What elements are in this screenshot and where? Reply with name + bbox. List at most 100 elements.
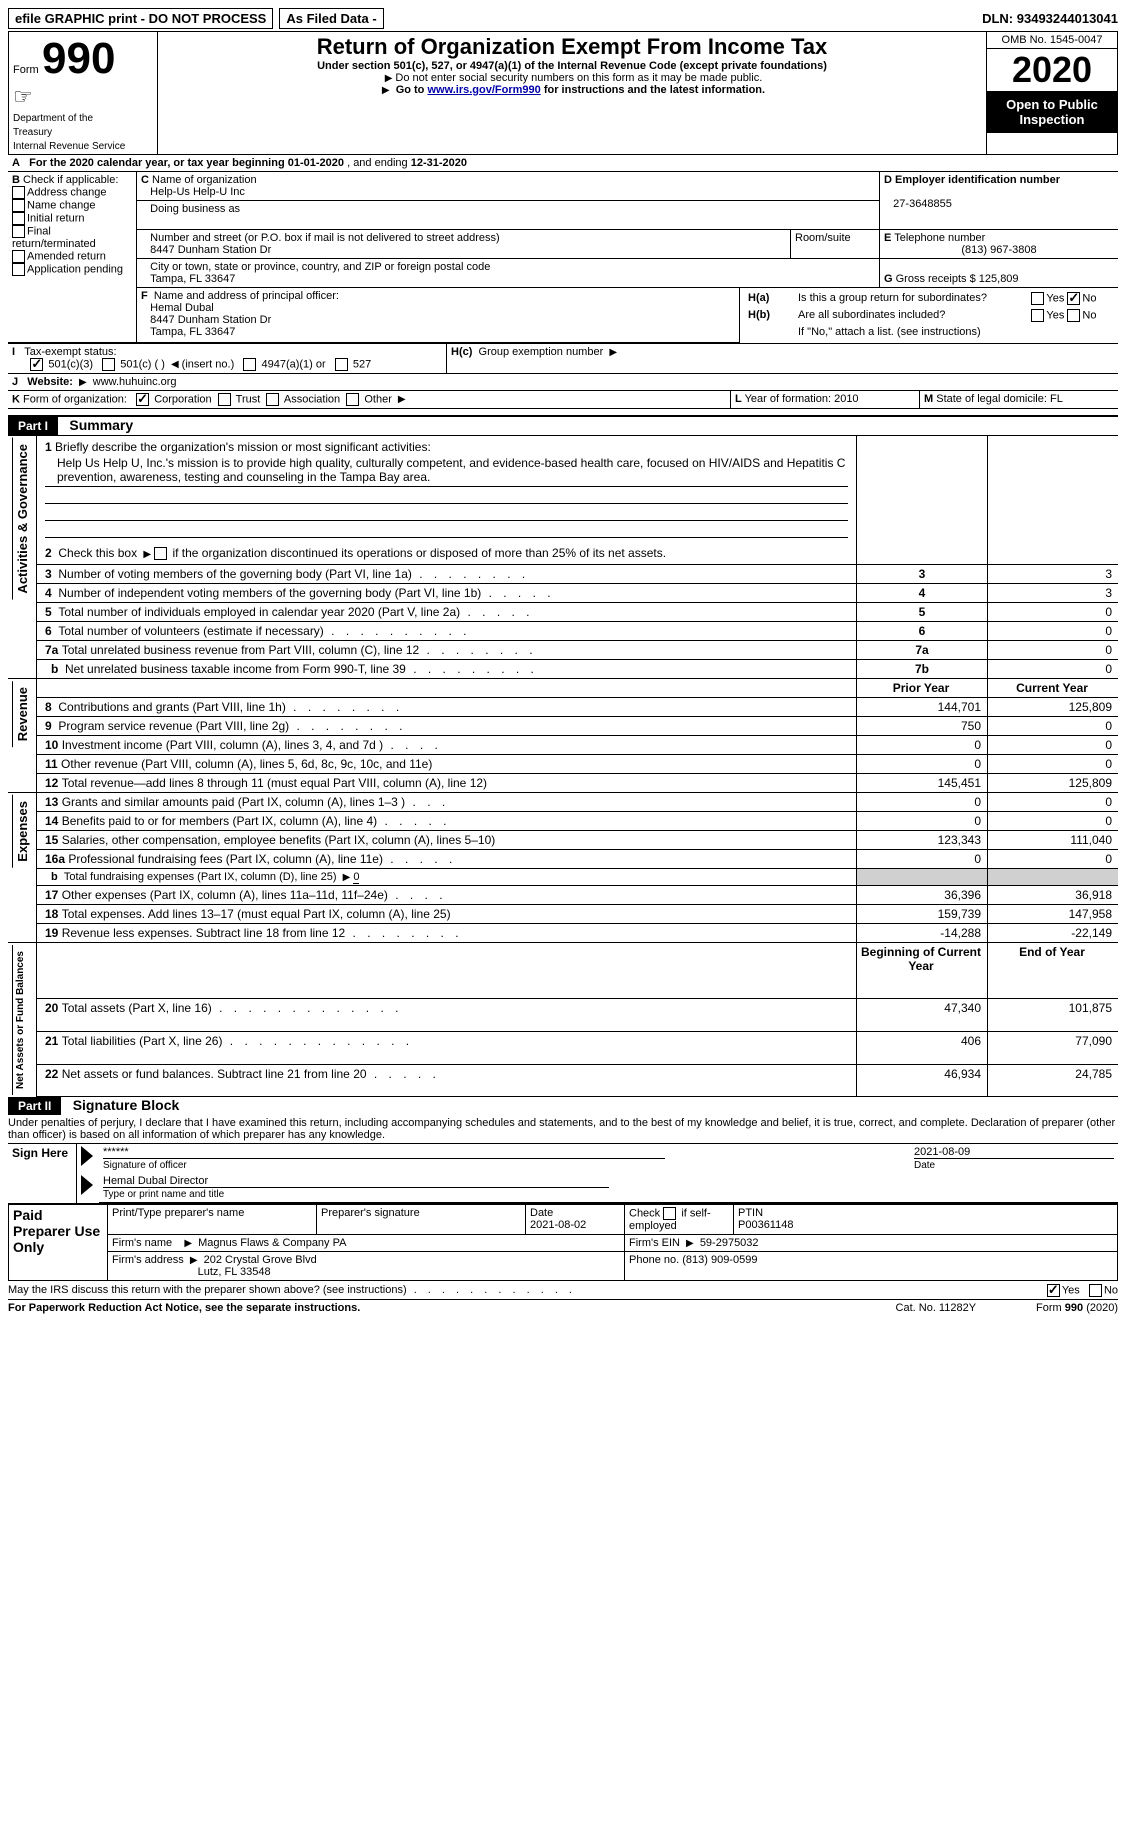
- discuss-no[interactable]: [1089, 1284, 1102, 1297]
- part2-header: Part II Signature Block: [8, 1097, 1118, 1115]
- part1-title: Summary: [61, 417, 133, 433]
- date-label: Date: [914, 1160, 935, 1171]
- open-public: Open to Public Inspection: [987, 91, 1117, 133]
- prep-sig-label: Preparer's signature: [321, 1207, 420, 1219]
- preparer-label: Paid Preparer Use Only: [13, 1207, 100, 1255]
- check-initial-return[interactable]: [12, 212, 25, 225]
- k-l-m-table: K Form of organization: Corporation Trus…: [8, 391, 1118, 409]
- gov-vlabel: Activities & Governance: [12, 438, 32, 600]
- cat-no: Cat. No. 11282Y: [896, 1302, 977, 1314]
- i-527[interactable]: [335, 358, 348, 371]
- form990-link[interactable]: www.irs.gov/Form990: [427, 84, 540, 96]
- website-value: www.huhuinc.org: [93, 376, 177, 388]
- line1-text: Help Us Help U, Inc.'s mission is to pro…: [57, 456, 845, 484]
- k-corp[interactable]: [136, 393, 149, 406]
- ha-no[interactable]: [1067, 292, 1080, 305]
- begin-year-header: Beginning of Current Year: [857, 942, 988, 999]
- prep-name-label: Print/Type preparer's name: [112, 1207, 244, 1219]
- firm-phone: (813) 909-0599: [682, 1254, 757, 1266]
- a-end: 12-31-2020: [411, 157, 467, 169]
- part2-label: Part II: [8, 1097, 61, 1115]
- sig-arrow-icon: [81, 1146, 93, 1166]
- efile-label: efile GRAPHIC print - DO NOT PROCESS: [8, 8, 273, 29]
- firm-addr1: 202 Crystal Grove Blvd: [204, 1254, 317, 1266]
- ein-value: 27-3648855: [893, 198, 952, 210]
- dln: DLN: 93493244013041: [982, 11, 1118, 26]
- i-501c3[interactable]: [30, 358, 43, 371]
- i-501c[interactable]: [102, 358, 115, 371]
- preparer-table: Paid Preparer Use Only Print/Type prepar…: [8, 1203, 1118, 1281]
- row-a: A For the 2020 calendar year, or tax yea…: [8, 155, 1118, 172]
- line1-label: Briefly describe the organization's miss…: [55, 440, 431, 454]
- signature-table: Sign Here ****** Signature of officer 20…: [8, 1144, 1118, 1203]
- self-employed-check[interactable]: [663, 1207, 676, 1220]
- j-label: Website:: [27, 376, 73, 388]
- part2-title: Signature Block: [65, 1097, 180, 1113]
- dept-line2: Treasury: [13, 127, 52, 138]
- k-label: Form of organization:: [23, 393, 127, 405]
- i-4947[interactable]: [243, 358, 256, 371]
- sig-officer-label: Signature of officer: [103, 1160, 187, 1171]
- omb-number: OMB No. 1545-0047: [987, 32, 1117, 49]
- line2b: if the organization discontinued its ope…: [172, 546, 666, 560]
- sig-stars: ******: [103, 1146, 129, 1158]
- check-application-pending[interactable]: [12, 263, 25, 276]
- check-address-change[interactable]: [12, 186, 25, 199]
- line2a: Check this box: [58, 546, 137, 560]
- street-value: 8447 Dunham Station Dr: [150, 244, 271, 256]
- f-city: Tampa, FL 33647: [150, 326, 235, 338]
- c-name-label: Name of organization: [152, 174, 257, 186]
- city-value: Tampa, FL 33647: [150, 273, 235, 285]
- i-j-table: I Tax-exempt status: 501(c)(3) 501(c) ( …: [8, 343, 1118, 391]
- dept-line3: Internal Revenue Service: [13, 141, 125, 152]
- dept-line1: Department of the: [13, 113, 93, 124]
- note2-prefix: Go to: [396, 84, 425, 96]
- hc-label: Group exemption number: [479, 346, 604, 358]
- f-h-table: F Name and address of principal officer:…: [8, 288, 1118, 343]
- check-name-change[interactable]: [12, 199, 25, 212]
- current-year-header: Current Year: [988, 678, 1119, 697]
- prior-year-header: Prior Year: [857, 678, 988, 697]
- hb-yes[interactable]: [1031, 309, 1044, 322]
- line2-check[interactable]: [154, 547, 167, 560]
- g-label: Gross receipts $: [896, 273, 976, 285]
- sign-here-label: Sign Here: [8, 1144, 77, 1203]
- footer-row: For Paperwork Reduction Act Notice, see …: [8, 1300, 1118, 1314]
- dba-label: Doing business as: [150, 203, 240, 215]
- check-final-return[interactable]: [12, 225, 25, 238]
- a-begin: 01-01-2020: [288, 157, 344, 169]
- f-label: Name and address of principal officer:: [154, 290, 339, 302]
- dln-label: DLN:: [982, 11, 1013, 26]
- discuss-yes[interactable]: [1047, 1284, 1060, 1297]
- a-text: For the 2020 calendar year, or tax year …: [29, 157, 285, 169]
- part1-header: Part I Summary: [8, 415, 1118, 435]
- m-label: State of legal domicile:: [936, 393, 1047, 405]
- header-table: Form 990 ☞ Department of the Treasury In…: [8, 31, 1118, 155]
- check-amended[interactable]: [12, 250, 25, 263]
- e-label: Telephone number: [894, 232, 985, 244]
- b-label: Check if applicable:: [23, 174, 118, 186]
- form-note1: Do not enter social security numbers on …: [162, 72, 982, 84]
- part1-label: Part I: [8, 417, 58, 435]
- exp-vlabel: Expenses: [12, 795, 32, 868]
- form-label: Form: [13, 64, 39, 76]
- part1-table: Activities & Governance 1 Briefly descri…: [8, 435, 1118, 1098]
- ha-yes[interactable]: [1031, 292, 1044, 305]
- street-label: Number and street (or P.O. box if mail i…: [150, 232, 500, 244]
- hb-no[interactable]: [1067, 309, 1080, 322]
- net-vlabel: Net Assets or Fund Balances: [12, 945, 28, 1095]
- top-bar: efile GRAPHIC print - DO NOT PROCESS As …: [8, 8, 1118, 29]
- form-subtitle: Under section 501(c), 527, or 4947(a)(1)…: [162, 60, 982, 72]
- note2-suffix: for instructions and the latest informat…: [544, 84, 765, 96]
- firm-addr2: Lutz, FL 33548: [198, 1266, 271, 1278]
- k-other[interactable]: [346, 393, 359, 406]
- asfiled-label: As Filed Data -: [279, 8, 383, 29]
- firm-ein: 59-2975032: [700, 1237, 759, 1249]
- ptin-value: P00361148: [738, 1219, 793, 1231]
- k-trust[interactable]: [218, 393, 231, 406]
- sig-date: 2021-08-09: [914, 1146, 970, 1158]
- k-assoc[interactable]: [266, 393, 279, 406]
- m-value: FL: [1050, 393, 1063, 405]
- discuss-row: May the IRS discuss this return with the…: [8, 1281, 1118, 1300]
- type-name-label: Type or print name and title: [103, 1189, 224, 1200]
